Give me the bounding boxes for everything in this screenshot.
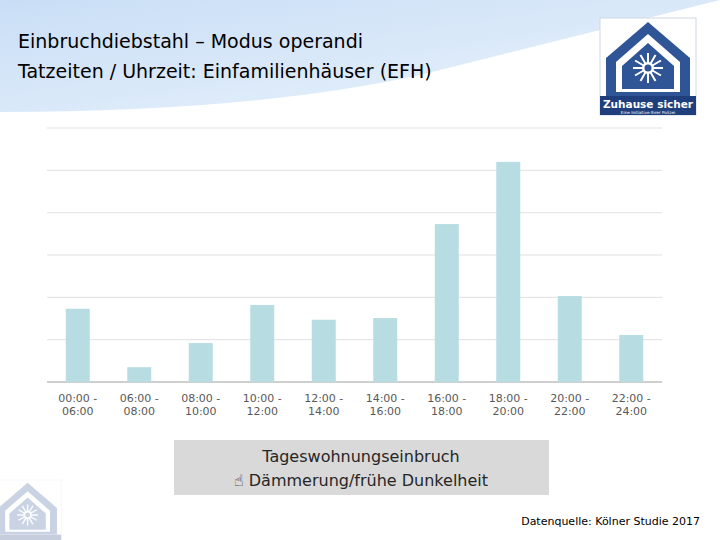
x-tick-label: 16:00 -18:00 [427, 392, 466, 418]
x-tick-label-line: 06:00 - [120, 392, 159, 405]
logo-watermark [0, 480, 61, 540]
logo-star-ray [22, 506, 26, 512]
logo-star-dot [25, 513, 30, 518]
x-tick-label-line: 16:00 - [427, 392, 466, 405]
x-tick-label-line: 20:00 [492, 405, 524, 418]
logo-star-ray [647, 73, 649, 83]
logo-frame [0, 480, 61, 540]
logo-star-center [23, 511, 31, 519]
logo-star-ray [633, 67, 643, 69]
x-tick-label-line: 22:00 - [612, 392, 651, 405]
annotation: Tageswohnungseinbruch [261, 447, 459, 466]
logo-star-center [642, 62, 654, 74]
logo-banner [600, 96, 696, 115]
bar [496, 162, 520, 382]
logo-star-ray [31, 514, 38, 515]
x-tick-label-line: 12:00 [246, 405, 278, 418]
x-tick-label: 06:00 -08:00 [120, 392, 159, 418]
x-tick-label-line: 20:00 - [550, 392, 589, 405]
x-tick-label: 12:00 -14:00 [304, 392, 343, 418]
bar [373, 318, 397, 382]
x-tick-label-line: 18:00 [431, 405, 463, 418]
x-tick-label-line: 10:00 [185, 405, 217, 418]
x-tick-label: 14:00 -16:00 [366, 392, 405, 418]
logo-star-ray [635, 61, 644, 66]
annotation-box [174, 440, 549, 495]
logo-house-core [622, 43, 674, 89]
x-tick-label: 22:00 -24:00 [612, 392, 651, 418]
bar [619, 335, 643, 382]
source: Datenquelle: Kölner Studie 2017 [521, 515, 700, 528]
logo-star-ray [641, 72, 646, 81]
logo-star-ray [19, 517, 25, 521]
logo-tagline: Eine Initiative Ihrer Polizei [621, 110, 675, 115]
title: Einbruchdiebstahl – Modus operandi [18, 30, 363, 52]
logo-house-core [9, 498, 45, 530]
x-tick-label: 10:00 -12:00 [243, 392, 282, 418]
x-tick-label-line: 22:00 [554, 405, 586, 418]
logo-star-ray [652, 71, 661, 76]
bar [189, 343, 213, 382]
x-tick-label-line: 16:00 [369, 405, 401, 418]
x-tick-label-line: 24:00 [615, 405, 647, 418]
bar [435, 224, 459, 382]
bars [66, 162, 644, 382]
x-tick-label: 20:00 -22:00 [550, 392, 589, 418]
x-tick-label-line: 18:00 - [489, 392, 528, 405]
logo-frame [600, 18, 696, 115]
logo-star-ray [29, 518, 33, 524]
bar [127, 367, 151, 382]
logo-star-ray [27, 505, 28, 512]
logo-title: Zuhause sicher [603, 98, 694, 110]
bar [66, 309, 90, 382]
logo-star-ray [31, 517, 37, 521]
bar [250, 305, 274, 382]
x-tick-label-line: 08:00 [123, 405, 155, 418]
bar [558, 296, 582, 382]
logo-star-ray [653, 67, 663, 69]
x-tick-label-line: 10:00 - [243, 392, 282, 405]
logo-star-ray [22, 518, 26, 524]
logo-star-ray [641, 55, 646, 64]
grid-line [47, 170, 662, 171]
logo-star-ray [647, 53, 649, 63]
x-tick-label-line: 08:00 - [181, 392, 220, 405]
x-tick-label-line: 06:00 [62, 405, 94, 418]
grid-line [47, 212, 662, 213]
grid-line [47, 128, 662, 129]
annotation: ☝ Dämmerung/frühe Dunkelheit [234, 471, 488, 490]
bar [312, 320, 336, 382]
x-tick-label: 18:00 -20:00 [489, 392, 528, 418]
logo-star-ray [17, 514, 24, 515]
x-tick-label-line: 00:00 - [58, 392, 97, 405]
grid-line [47, 255, 662, 256]
subtitle: Tatzeiten / Uhrzeit: Einfamilienhäuser (… [17, 60, 432, 82]
logo-star-ray [652, 61, 661, 66]
logo-star-ray [19, 510, 25, 514]
chart-svg: Einbruchdiebstahl – Modus operandi Tatzei… [0, 0, 720, 540]
logo-house-inner [616, 34, 680, 92]
logo-star-ray [651, 55, 656, 64]
x-tick-label: 00:00 -06:00 [58, 392, 97, 418]
logo-banner [0, 535, 61, 540]
logo-house [606, 22, 690, 96]
stage: Einbruchdiebstahl – Modus operandi Tatzei… [0, 0, 720, 540]
logo-star-ray [651, 72, 656, 81]
logo-star-ray [27, 519, 28, 526]
logo: Zuhause sicherEine Initiative Ihrer Poli… [600, 18, 696, 115]
logo-house-inner [5, 491, 50, 532]
logo-house [0, 483, 57, 535]
logo-star-ray [29, 506, 33, 512]
header-band [0, 0, 720, 112]
logo-star-dot [645, 65, 652, 72]
x-tick-label-line: 12:00 - [304, 392, 343, 405]
x-tick-label-line: 14:00 [308, 405, 340, 418]
logo-star-ray [31, 510, 37, 514]
logo-star-ray [635, 71, 644, 76]
x-tick-label: 08:00 -10:00 [181, 392, 220, 418]
x-tick-label-line: 14:00 - [366, 392, 405, 405]
